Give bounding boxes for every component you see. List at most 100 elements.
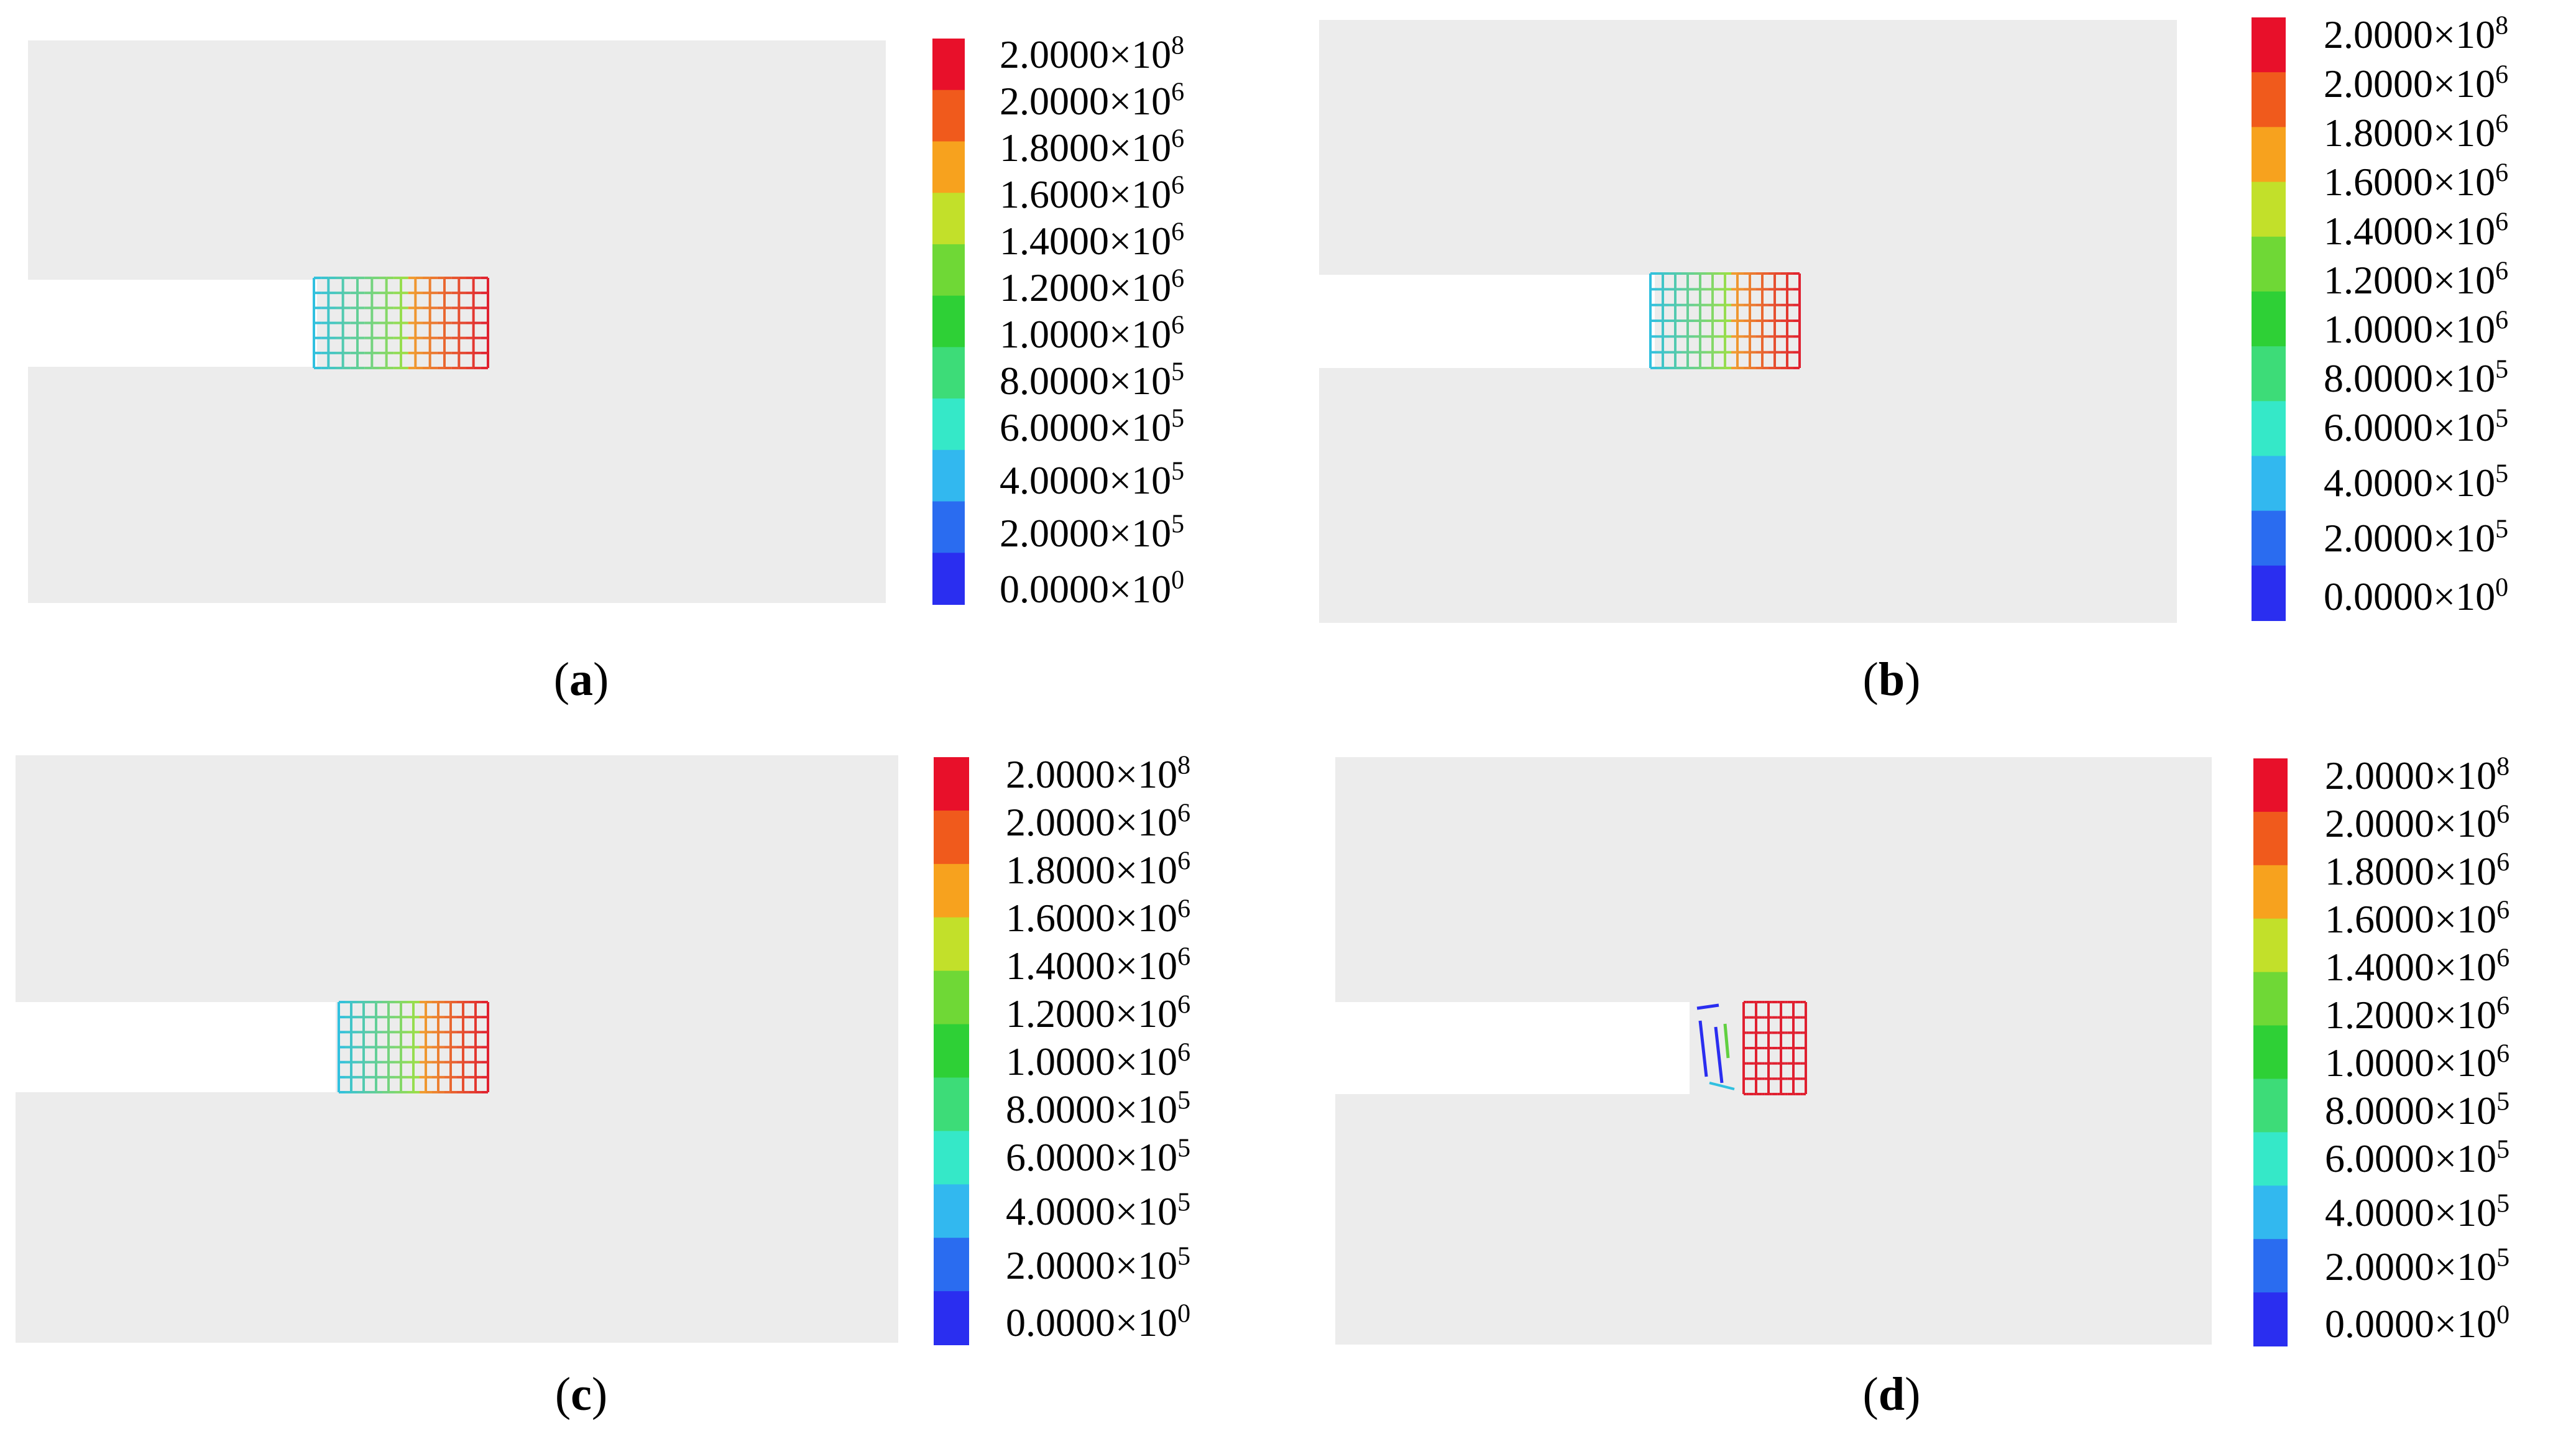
colorbar-swatch bbox=[2252, 291, 2286, 347]
colorbar-exponent: 5 bbox=[1171, 357, 1185, 387]
colorbar-times: ×10 bbox=[1115, 1087, 1178, 1131]
colorbar-exponent: 6 bbox=[2495, 159, 2509, 188]
colorbar-label: 2.0000×108 bbox=[2325, 752, 2510, 798]
colorbar-swatch bbox=[934, 917, 969, 972]
colorbar-swatch bbox=[932, 398, 965, 451]
colorbar-mantissa: 2.0000 bbox=[2325, 753, 2434, 798]
colorbar-times: ×10 bbox=[2434, 1041, 2497, 1085]
colorbar-swatch bbox=[934, 1024, 969, 1079]
colorbar-label: 1.4000×106 bbox=[2324, 208, 2509, 253]
colorbar-label: 1.4000×106 bbox=[1000, 219, 1184, 263]
colorbar-mantissa: 1.6000 bbox=[2324, 160, 2433, 204]
colorbar-swatch bbox=[932, 244, 965, 297]
colorbar-swatch bbox=[2252, 510, 2286, 566]
colorbar-mantissa: 0.0000 bbox=[1000, 567, 1109, 611]
colorbar-exponent: 6 bbox=[2496, 1039, 2510, 1069]
caption-letter: d bbox=[1878, 1368, 1905, 1420]
colorbar-times: ×10 bbox=[1109, 405, 1172, 449]
colorbar-swatch bbox=[932, 347, 965, 400]
colorbar-label: 1.6000×106 bbox=[1000, 171, 1185, 214]
colorbar-exponent: 0 bbox=[2496, 1300, 2510, 1330]
colorbar-mantissa: 1.0000 bbox=[1000, 312, 1109, 356]
colorbar-mantissa: 6.0000 bbox=[2325, 1136, 2434, 1180]
caption-paren-close: ) bbox=[1905, 653, 1921, 706]
colorbar-times: ×10 bbox=[1115, 1189, 1178, 1233]
colorbar-exponent: 6 bbox=[1171, 171, 1185, 200]
colorbar-exponent: 5 bbox=[1171, 510, 1185, 539]
colorbar-exponent: 5 bbox=[1177, 1242, 1191, 1271]
colorbar-mantissa: 2.0000 bbox=[1006, 800, 1115, 844]
colorbar-mantissa: 4.0000 bbox=[1000, 458, 1109, 502]
colorbar-swatch bbox=[2252, 127, 2286, 183]
colorbar-exponent: 6 bbox=[2496, 944, 2510, 973]
colorbar-label: 0.0000×100 bbox=[1000, 567, 1184, 611]
colorbar-swatch bbox=[934, 1131, 969, 1185]
colorbar-swatch bbox=[934, 863, 969, 918]
colorbar-label: 1.0000×106 bbox=[2325, 1039, 2510, 1085]
colorbar-times: ×10 bbox=[2433, 111, 2496, 155]
colorbar-times: ×10 bbox=[2433, 405, 2496, 449]
colorbar-mantissa: 6.0000 bbox=[2324, 405, 2433, 449]
colorbar-label: 2.0000×106 bbox=[1000, 78, 1185, 121]
colorbar-swatch bbox=[2253, 1239, 2288, 1294]
colorbar-times: ×10 bbox=[2433, 209, 2496, 253]
colorbar-exponent: 6 bbox=[1177, 1038, 1191, 1067]
colorbar-exponent: 6 bbox=[2495, 208, 2509, 237]
colorbar-times: ×10 bbox=[2434, 1088, 2497, 1133]
colorbar-times: ×10 bbox=[2433, 160, 2496, 204]
colorbar-mantissa: 4.0000 bbox=[2325, 1190, 2434, 1235]
colorbar-mantissa: 1.4000 bbox=[2325, 945, 2434, 989]
colorbar-times: ×10 bbox=[1109, 265, 1172, 310]
colorbar-exponent: 6 bbox=[1171, 264, 1185, 293]
colorbar-mantissa: 1.0000 bbox=[1006, 1039, 1115, 1084]
panel-caption: (c) bbox=[519, 1368, 643, 1422]
colorbar-label: 0.0000×100 bbox=[1006, 1299, 1191, 1345]
panel-caption: (b) bbox=[1829, 653, 1954, 707]
colorbar-times: ×10 bbox=[2433, 258, 2496, 302]
colorbar-mantissa: 1.8000 bbox=[1006, 848, 1115, 892]
colorbar-times: ×10 bbox=[2433, 307, 2496, 351]
colorbar-times: ×10 bbox=[1109, 126, 1172, 170]
colorbar-swatch bbox=[934, 1184, 969, 1239]
colorbar-times: ×10 bbox=[1115, 1300, 1178, 1345]
colorbar-swatch bbox=[2253, 1132, 2288, 1187]
colorbar-times: ×10 bbox=[2434, 1302, 2497, 1346]
colorbar-mantissa: 2.0000 bbox=[2325, 801, 2434, 845]
colorbar-exponent: 8 bbox=[2496, 752, 2510, 781]
colorbar-exponent: 5 bbox=[2496, 1087, 2510, 1116]
colorbar-exponent: 6 bbox=[1177, 895, 1191, 924]
colorbar-exponent: 6 bbox=[1171, 78, 1185, 107]
colorbar-swatch bbox=[2252, 401, 2286, 457]
colorbar-exponent: 5 bbox=[2495, 404, 2509, 433]
colorbar-exponent: 0 bbox=[1177, 1299, 1191, 1328]
colorbar-times: ×10 bbox=[2434, 993, 2497, 1037]
colorbar-exponent: 6 bbox=[1177, 847, 1191, 876]
colorbar-label: 0.0000×100 bbox=[2325, 1300, 2510, 1346]
colorbar-mantissa: 1.4000 bbox=[2324, 209, 2433, 253]
colorbar-exponent: 5 bbox=[2496, 1135, 2510, 1164]
colorbar-swatch bbox=[932, 295, 965, 348]
colorbar-swatch bbox=[2253, 1292, 2288, 1346]
colorbar-mantissa: 6.0000 bbox=[1000, 405, 1109, 449]
colorbar-times: ×10 bbox=[1115, 896, 1178, 940]
caption-paren-open: ( bbox=[1862, 653, 1879, 706]
colorbar-times: ×10 bbox=[2434, 1245, 2497, 1289]
colorbar-exponent: 6 bbox=[1171, 311, 1185, 340]
caption-paren-open: ( bbox=[553, 653, 569, 706]
colorbar-swatch bbox=[932, 141, 965, 194]
colorbar-swatch bbox=[2253, 1025, 2288, 1080]
colorbar-mantissa: 6.0000 bbox=[1006, 1135, 1115, 1179]
colorbar-mantissa: 8.0000 bbox=[2325, 1088, 2434, 1133]
colorbar-mantissa: 8.0000 bbox=[2324, 356, 2433, 400]
panel-caption: (d) bbox=[1829, 1368, 1954, 1422]
colorbar-mantissa: 1.0000 bbox=[2324, 307, 2433, 351]
colorbar-times: ×10 bbox=[2434, 801, 2497, 845]
colorbar-label: 6.0000×105 bbox=[2324, 404, 2509, 449]
colorbar-swatch bbox=[2253, 758, 2288, 812]
colorbar-times: ×10 bbox=[2433, 574, 2496, 619]
colorbar-mantissa: 8.0000 bbox=[1006, 1087, 1115, 1131]
colorbar-mantissa: 1.4000 bbox=[1000, 219, 1109, 263]
caption-paren-open: ( bbox=[554, 1368, 571, 1420]
colorbar-swatch bbox=[2252, 456, 2286, 512]
